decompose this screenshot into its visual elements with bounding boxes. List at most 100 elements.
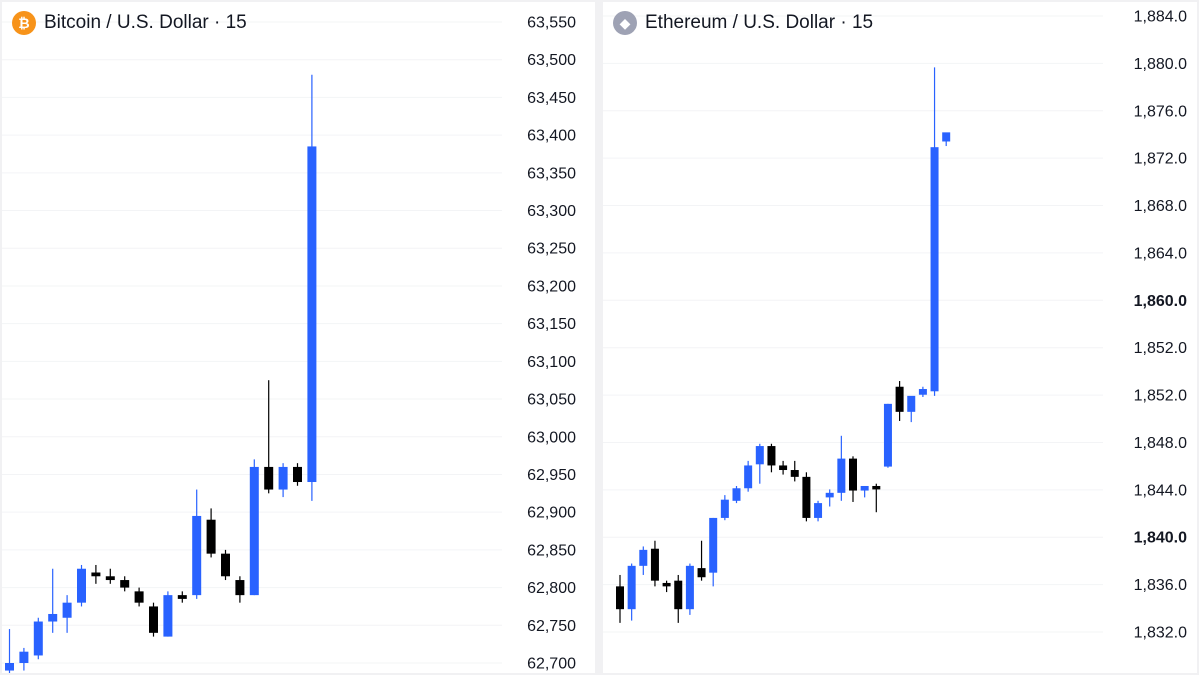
bitcoin-candle-body [192,515,202,596]
ethereum-price-tick-label: 1,864.0 [1134,245,1187,262]
ethereum-candle-body [883,403,892,467]
bitcoin-candle[interactable] [249,459,259,596]
ethereum-candle[interactable] [744,460,753,492]
ethereum-candle[interactable] [627,563,636,621]
bitcoin-candle[interactable] [62,595,72,633]
ethereum-candles [616,67,951,623]
bitcoin-candle[interactable] [48,568,58,633]
ethereum-candle[interactable] [639,546,648,575]
bitcoin-candle[interactable] [120,576,130,592]
ethereum-price-tick-label: 1,880.0 [1134,56,1187,73]
ethereum-candle-body [860,485,869,491]
ethereum-chart-title: Ethereum / U.S. Dollar · 15 [645,12,874,33]
ethereum-candle-body [744,465,753,489]
ethereum-candle-body [639,549,648,566]
ethereum-candle[interactable] [802,472,811,522]
bitcoin-candle[interactable] [264,380,274,494]
ethereum-price-tick-label: 1,852.0 [1134,340,1187,357]
ethereum-price-tick-label: 1,872.0 [1134,151,1187,168]
ethereum-candle[interactable] [825,489,834,507]
bitcoin-candle[interactable] [77,564,86,607]
ethereum-candle[interactable] [930,67,939,396]
bitcoin-candle[interactable] [105,568,115,584]
ethereum-candle[interactable] [662,580,671,593]
ethereum-candle[interactable] [767,443,776,473]
ethereum-candle[interactable] [709,517,718,587]
bitcoin-candle-body [264,466,274,490]
ethereum-candle[interactable] [907,395,916,423]
bitcoin-candle[interactable] [91,564,101,584]
ethereum-candle-body [674,580,683,610]
ethereum-candle-body [755,446,764,465]
bitcoin-candle[interactable] [163,591,173,637]
ethereum-chart-panel: ◆ Ethereum / U.S. Dollar · 15 1,884.0 1,8… [603,2,1197,673]
ethereum-candle-body [697,568,706,578]
ethereum-candle[interactable] [697,540,706,581]
ethereum-candle[interactable] [860,485,869,498]
bitcoin-candle[interactable] [134,587,144,607]
bitcoin-candle-body [177,595,187,599]
ethereum-candle[interactable] [849,456,857,502]
ethereum-candle[interactable] [616,574,624,623]
ethereum-candle-body [825,492,834,498]
bitcoin-candle-body [235,580,245,596]
bitcoin-price-tick-label: 62,800 [527,580,576,597]
bitcoin-candle-body [62,602,72,618]
bitcoin-icon: ₿ [12,11,36,35]
bitcoin-candle-body [307,146,317,483]
bitcoin-price-tick-label: 62,850 [527,542,576,559]
ethereum-candle[interactable] [779,460,788,475]
bitcoin-candle[interactable] [19,647,29,671]
ethereum-price-tick-label: 1,860.0 [1134,293,1187,310]
ethereum-candle[interactable] [895,381,904,421]
bitcoin-candle[interactable] [221,549,230,581]
bitcoin-candle-body [249,466,259,596]
ethereum-candle-body [802,476,811,518]
ethereum-candle[interactable] [942,132,951,147]
bitcoin-candle[interactable] [149,602,158,637]
ethereum-price-tick-label: 1,840.0 [1134,530,1187,547]
bitcoin-candle[interactable] [307,74,317,501]
ethereum-candle[interactable] [814,500,823,522]
bitcoin-candle[interactable] [192,489,202,599]
ethereum-candle[interactable] [685,563,694,615]
ethereum-candle[interactable] [720,495,729,521]
bitcoin-candle-body [149,606,158,633]
bitcoin-candle-body [105,576,115,581]
ethereum-chart-header: ◆ Ethereum / U.S. Dollar · 15 [613,10,873,36]
bitcoin-candle-body [163,595,173,637]
bitcoin-candle[interactable] [177,591,187,603]
bitcoin-candle[interactable] [206,508,216,558]
ethereum-candle-body [790,470,799,477]
ethereum-gridlines [603,15,1103,633]
bitcoin-price-tick-label: 63,400 [527,128,576,145]
bitcoin-chart-panel: ₿ Bitcoin / U.S. Dollar · 15 63,550 63,50… [2,2,595,673]
ethereum-candle[interactable] [883,403,892,468]
bitcoin-price-tick-label: 62,750 [527,618,576,635]
bitcoin-candle[interactable] [235,576,245,603]
ethereum-candle[interactable] [918,386,927,398]
bitcoin-candle-body [5,663,14,671]
ethereum-candle[interactable] [837,435,846,501]
bitcoin-price-tick-label: 63,550 [527,15,576,32]
ethereum-candle[interactable] [755,443,764,484]
bitcoin-price-tick-label: 63,250 [527,241,576,258]
bitcoin-candles [5,74,317,673]
ethereum-candle-body [872,485,881,490]
ethereum-candle-body [709,517,718,573]
bitcoin-price-tick-label: 62,700 [527,656,576,673]
ethereum-icon: ◆ [613,11,637,35]
bitcoin-candle[interactable] [278,463,288,498]
bitcoin-candle[interactable] [33,617,43,660]
ethereum-candle[interactable] [790,460,799,482]
ethereum-price-tick-label: 1,832.0 [1134,625,1187,642]
bitcoin-candle[interactable] [293,463,302,486]
ethereum-candle[interactable] [650,540,659,587]
ethereum-candle[interactable] [674,574,683,623]
bitcoin-candle[interactable] [5,629,14,673]
ethereum-candle[interactable] [872,483,881,513]
ethereum-price-axis: 1,884.0 1,880.0 1,876.0 1,872.0 1,868.0 1,864… [1134,9,1187,642]
bitcoin-candle-body [278,466,288,490]
ethereum-candle[interactable] [732,485,741,504]
bitcoin-chart-header: ₿ Bitcoin / U.S. Dollar · 15 [12,10,247,36]
